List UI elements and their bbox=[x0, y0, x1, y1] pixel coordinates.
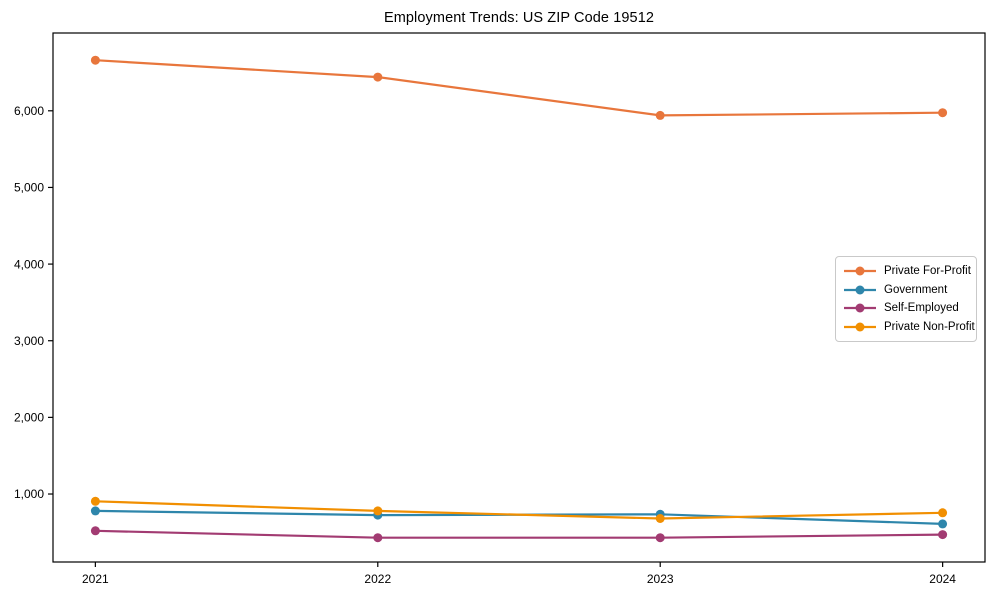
marker-private-non-profit-2021 bbox=[90, 496, 100, 506]
legend-swatch-marker bbox=[855, 303, 865, 313]
x-tick-label: 2024 bbox=[929, 572, 956, 586]
legend-item-private-non-profit: Private Non-Profit bbox=[843, 320, 975, 334]
marker-private-for-profit-2021 bbox=[90, 55, 100, 65]
legend-swatch-marker bbox=[855, 322, 865, 332]
legend-item-self-employed: Self-Employed bbox=[843, 301, 970, 315]
legend-item-government: Government bbox=[843, 283, 970, 297]
line-private-for-profit bbox=[95, 59, 943, 117]
legend-label-private-for-profit: Private For-Profit bbox=[884, 265, 971, 278]
chart-title: Employment Trends: US ZIP Code 19512 bbox=[383, 10, 655, 26]
y-tick-label: 3,000 bbox=[14, 334, 44, 348]
y-tick-label: 1,000 bbox=[14, 487, 44, 501]
line-self-employed bbox=[95, 529, 943, 539]
marker-self-employed-2022 bbox=[373, 533, 383, 543]
legend-swatch-marker bbox=[855, 266, 865, 276]
x-tick-label: 2023 bbox=[647, 572, 674, 586]
legend-item-private-for-profit: Private For-Profit bbox=[843, 264, 971, 278]
y-tick-label: 5,000 bbox=[14, 181, 44, 195]
x-tick-label: 2021 bbox=[82, 572, 109, 586]
marker-self-employed-2024 bbox=[938, 530, 948, 540]
x-tick-label: 2022 bbox=[364, 572, 391, 586]
marker-private-non-profit-2023 bbox=[655, 514, 665, 523]
marker-private-non-profit-2024 bbox=[938, 508, 948, 518]
legend-swatch-private-non-profit bbox=[844, 322, 876, 332]
marker-private-for-profit-2022 bbox=[373, 72, 383, 82]
legend-label-government: Government bbox=[884, 283, 948, 296]
line-private-non-profit bbox=[95, 500, 943, 520]
legend-swatch-private-for-profit bbox=[844, 266, 876, 276]
y-tick-label: 4,000 bbox=[14, 257, 44, 271]
legend-swatch-government bbox=[844, 285, 876, 295]
y-tick-label: 6,000 bbox=[14, 104, 44, 118]
legend-swatch-marker bbox=[855, 285, 865, 295]
legend-label-private-non-profit: Private Non-Profit bbox=[884, 320, 975, 333]
marker-private-for-profit-2024 bbox=[938, 108, 948, 118]
marker-self-employed-2021 bbox=[90, 526, 100, 536]
marker-self-employed-2023 bbox=[655, 533, 665, 543]
legend-label-self-employed: Self-Employed bbox=[884, 302, 959, 315]
marker-private-non-profit-2022 bbox=[373, 506, 383, 516]
marker-government-2021 bbox=[90, 506, 100, 516]
legend: Private For-Profit Government Self-Employe… bbox=[835, 256, 977, 342]
marker-private-for-profit-2023 bbox=[655, 110, 665, 120]
plot-frame bbox=[52, 32, 986, 563]
line-government bbox=[95, 509, 943, 525]
marker-government-2024 bbox=[938, 519, 948, 529]
y-tick-label: 2,000 bbox=[14, 411, 44, 425]
legend-swatch-self-employed bbox=[844, 303, 876, 313]
